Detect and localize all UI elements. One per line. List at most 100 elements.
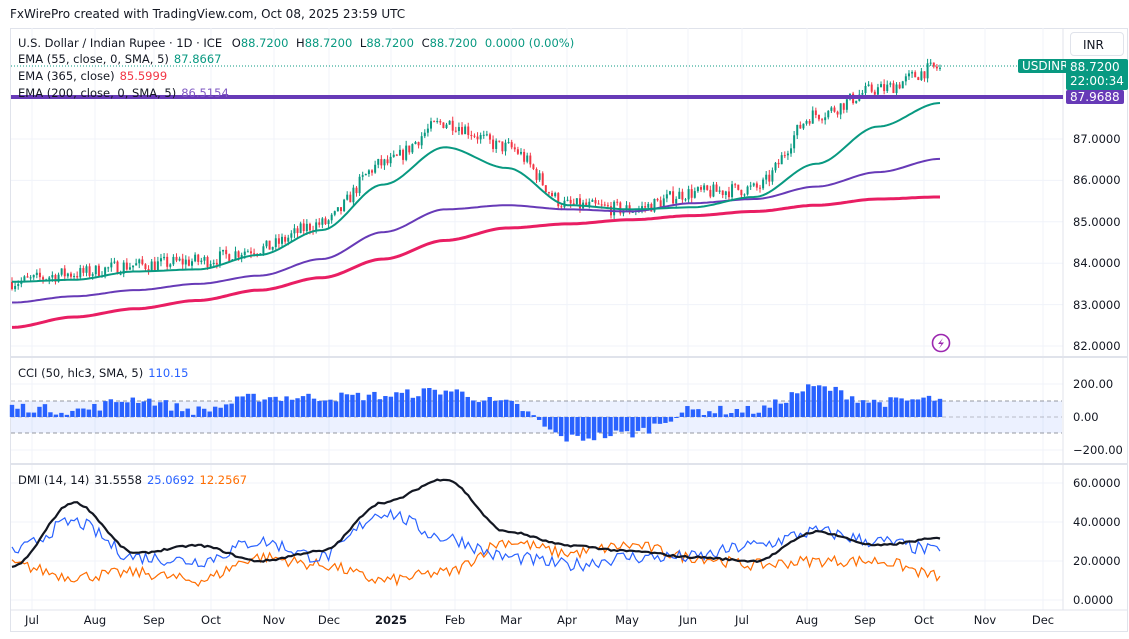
candle-body: [746, 186, 749, 195]
candle-body: [82, 268, 85, 273]
candle-body: [606, 205, 609, 207]
cci-bar: [212, 406, 218, 417]
candle-body: [678, 191, 681, 199]
candle-body: [569, 199, 572, 204]
cci-bar: [322, 400, 328, 417]
cci-bar: [295, 398, 300, 417]
candle-body: [343, 199, 346, 212]
cci-bar: [882, 406, 888, 417]
candle-body: [132, 265, 135, 268]
candle-body: [73, 275, 76, 277]
cci-bar: [383, 396, 388, 417]
grid-lines: [11, 28, 1063, 610]
cci-bar: [31, 412, 37, 417]
cci-bar: [454, 389, 459, 417]
cci-tick-label: 200.00: [1073, 377, 1114, 391]
cci-bar: [328, 399, 333, 417]
candle-body: [737, 184, 740, 190]
cci-bar: [762, 405, 767, 417]
cci-bar: [421, 388, 427, 417]
candle-body: [135, 263, 138, 266]
candle-body: [268, 240, 271, 250]
candle-body: [433, 121, 436, 123]
cci-bar: [20, 403, 26, 417]
candle-body: [228, 254, 231, 262]
candle-body: [107, 267, 110, 269]
candle-body: [805, 120, 808, 124]
candle-body: [169, 264, 172, 267]
dmi-legend[interactable]: DMI (14, 14) 31.5558 25.0692 12.2567: [18, 473, 247, 488]
cci-bar: [514, 403, 520, 417]
candle-body: [119, 273, 122, 275]
candle-body: [175, 256, 178, 261]
candle-body: [603, 204, 606, 206]
symbol-title: U.S. Dollar / Indian Rupee · 1D · ICE: [18, 36, 223, 50]
ema200-legend[interactable]: EMA (200, close, 0, SMA, 5) 86.5154: [18, 86, 229, 101]
candle-body: [572, 203, 575, 205]
candle-body: [836, 111, 839, 115]
candle-body: [35, 272, 38, 276]
cci-bar: [816, 385, 822, 417]
candle-body: [802, 123, 805, 129]
candle-body: [414, 142, 417, 145]
ema55-legend[interactable]: EMA (55, close, 0, SMA, 5) 87.8667: [18, 52, 221, 67]
candle-body: [287, 237, 290, 242]
dmi-adx-value: 31.5558: [94, 473, 142, 487]
candle-body: [128, 267, 131, 270]
candle-body: [79, 268, 82, 278]
candle-body: [222, 249, 225, 252]
cci-bar: [460, 391, 465, 417]
candle-body: [159, 258, 162, 262]
cci-bar: [9, 404, 15, 417]
cci-bar: [789, 392, 794, 417]
cci-bar: [185, 408, 190, 417]
cci-bar: [937, 398, 943, 417]
cci-bar: [218, 407, 223, 417]
candle-body: [488, 134, 491, 140]
candle-body: [675, 198, 678, 204]
cci-bar: [306, 393, 311, 417]
candle-body: [253, 253, 256, 255]
lightning-icon[interactable]: [931, 333, 951, 353]
cci-legend[interactable]: CCI (50, hlc3, SMA, 5) 110.15: [18, 366, 188, 381]
candle-body: [814, 110, 817, 115]
cci-bar: [53, 414, 59, 417]
open-value: 88.7200: [240, 36, 289, 50]
cci-bar: [377, 399, 383, 417]
cci-bar: [245, 393, 251, 417]
cci-bar: [97, 410, 103, 417]
cci-bar: [229, 403, 234, 417]
ema200-value: 86.5154: [181, 86, 229, 100]
candle-body: [26, 276, 29, 278]
cci-bar: [866, 402, 871, 417]
cci-bar: [509, 400, 514, 417]
ema365-legend[interactable]: EMA (365, close) 85.5999: [18, 69, 167, 84]
dmi-label: DMI (14, 14): [18, 473, 90, 487]
candle-body: [166, 256, 169, 267]
candle-body: [417, 142, 420, 146]
cci-bar: [125, 402, 130, 417]
candle-body: [861, 93, 864, 95]
cci-histogram: [9, 384, 943, 442]
time-tick-label: Mar: [500, 613, 522, 627]
ema55-line: [12, 102, 941, 283]
dmi-tick-label: 40.0000: [1073, 515, 1121, 529]
candle-body: [926, 63, 929, 79]
candle-body: [501, 141, 504, 152]
candle-body: [876, 87, 879, 95]
chart-frame: [10, 28, 1128, 632]
cci-bar: [838, 390, 844, 417]
cci-bar: [59, 412, 64, 417]
currency-button[interactable]: INR: [1070, 32, 1124, 56]
cci-bar: [910, 399, 915, 417]
candle-body: [11, 281, 13, 290]
cci-bar: [646, 417, 652, 434]
candle-body: [740, 189, 743, 196]
candle-body: [85, 266, 88, 273]
cci-bar: [344, 394, 350, 417]
ema365-value: 85.5999: [119, 69, 168, 83]
candle-body: [144, 264, 147, 270]
cci-bar: [707, 411, 712, 417]
cci-bar: [915, 399, 921, 417]
